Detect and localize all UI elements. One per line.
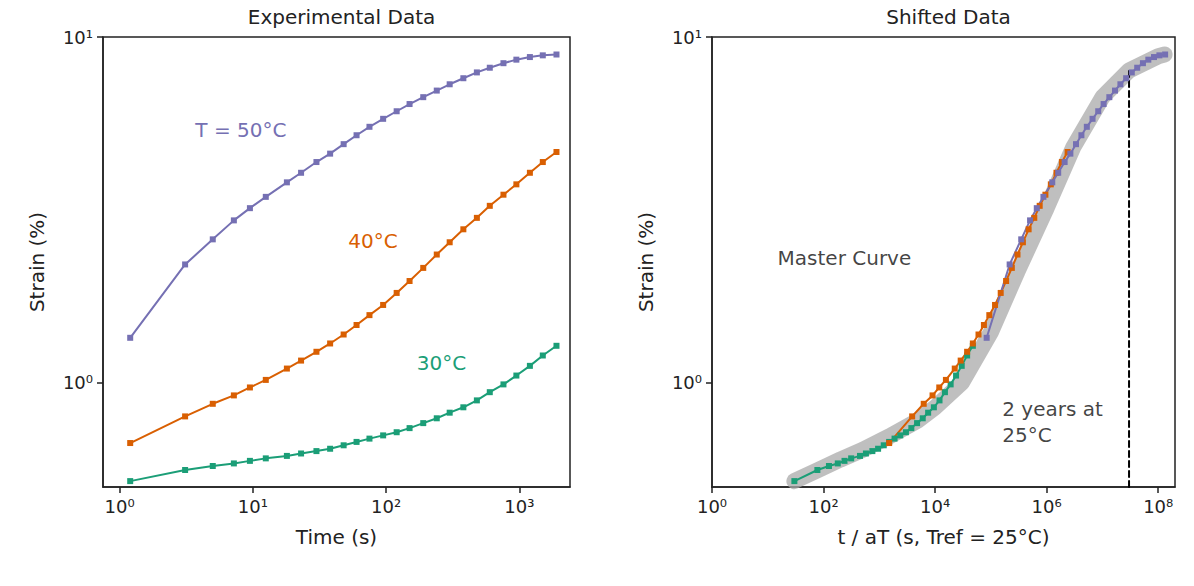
svg-text:10⁸: 10⁸ [1143, 496, 1173, 517]
svg-text:T = 50°C: T = 50°C [194, 118, 286, 142]
svg-text:t / aT (s, Tref = 25°C): t / aT (s, Tref = 25°C) [837, 525, 1049, 549]
svg-text:Experimental Data: Experimental Data [248, 5, 435, 29]
svg-text:10⁰: 10⁰ [105, 496, 135, 517]
svg-text:10⁰: 10⁰ [63, 372, 93, 393]
svg-text:10¹: 10¹ [63, 27, 93, 48]
svg-text:30°C: 30°C [417, 351, 466, 375]
svg-text:Master Curve: Master Curve [778, 246, 912, 270]
svg-text:Shifted Data: Shifted Data [886, 5, 1011, 29]
svg-text:10²: 10² [808, 496, 838, 517]
svg-text:10²: 10² [371, 496, 401, 517]
svg-text:2 years at: 2 years at [1002, 397, 1103, 421]
svg-text:10⁰: 10⁰ [697, 496, 727, 517]
svg-text:40°C: 40°C [348, 229, 397, 253]
svg-text:10¹: 10¹ [238, 496, 268, 517]
svg-text:Strain (%): Strain (%) [634, 212, 658, 312]
svg-text:10⁰: 10⁰ [672, 372, 702, 393]
svg-text:10⁴: 10⁴ [920, 496, 950, 517]
svg-text:10¹: 10¹ [672, 27, 702, 48]
svg-text:10³: 10³ [504, 496, 534, 517]
svg-text:10⁶: 10⁶ [1032, 496, 1062, 517]
svg-text:Strain (%): Strain (%) [25, 212, 49, 312]
svg-text:Time (s): Time (s) [295, 525, 377, 549]
svg-text:25°C: 25°C [1002, 423, 1051, 447]
